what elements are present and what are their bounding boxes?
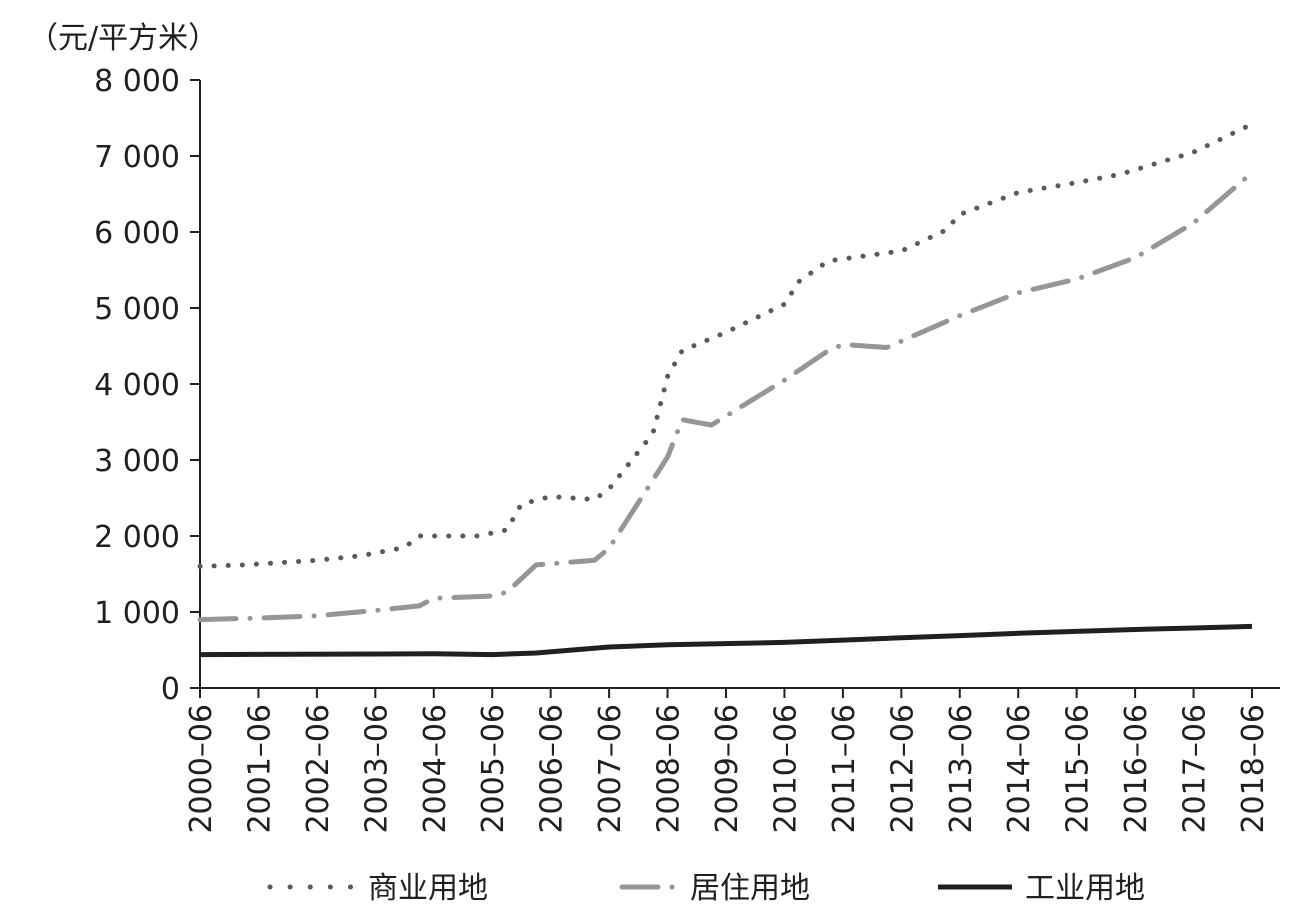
x-tick-label: 2017–06 xyxy=(1178,704,1213,834)
y-tick-label: 5 000 xyxy=(94,292,180,327)
x-tick-label: 2015–06 xyxy=(1061,704,1096,834)
x-tick-label: 2010–06 xyxy=(768,704,803,834)
y-tick-label: 7 000 xyxy=(94,140,180,175)
y-tick-label: 1 000 xyxy=(94,596,180,631)
x-tick-label: 2006–06 xyxy=(535,704,570,834)
x-tick-label: 2013–06 xyxy=(944,704,979,834)
x-tick-label: 2007–06 xyxy=(593,704,628,834)
series-line-1 xyxy=(197,121,1255,569)
x-tick-label: 2009–06 xyxy=(710,704,745,834)
x-tick-label: 2005–06 xyxy=(476,704,511,834)
x-tick-label: 2018–06 xyxy=(1236,704,1271,834)
axes: 0 1 000 2 000 3 000 4 000 5 000 6 000 7 000 8 00… xyxy=(94,64,1280,834)
series-line-2 xyxy=(197,170,1255,623)
y-tick-label: 8 000 xyxy=(94,64,180,99)
legend-label-3: 工业用地 xyxy=(1025,871,1145,906)
x-tick-label: 2012–06 xyxy=(885,704,920,834)
series-layer xyxy=(197,121,1255,658)
legend-label-1: 商业用地 xyxy=(368,871,488,906)
x-tick-label: 2008–06 xyxy=(652,704,687,834)
y-tick-label: 2 000 xyxy=(94,520,180,555)
x-tick-label: 2000–06 xyxy=(184,704,219,834)
x-tick-label: 2011–06 xyxy=(827,704,862,834)
x-tick-label: 2002–06 xyxy=(301,704,336,834)
x-tick-label: 2004–06 xyxy=(418,704,453,834)
x-tick-label: 2001–06 xyxy=(242,704,277,834)
x-tick-label: 2003–06 xyxy=(359,704,394,834)
y-tick-label: 0 xyxy=(161,672,180,707)
y-axis-unit-label: （元/平方米） xyxy=(28,21,218,56)
x-tick-label: 2014–06 xyxy=(1002,704,1037,834)
y-tick-label: 4 000 xyxy=(94,368,180,403)
x-tick-label: 2016–06 xyxy=(1119,704,1154,834)
legend-label-2: 居住用地 xyxy=(690,871,810,906)
y-tick-label: 3 000 xyxy=(94,444,180,479)
legend: 商业用地 居住用地 工业用地 xyxy=(267,871,1145,906)
y-tick-label: 6 000 xyxy=(94,216,180,251)
series-line-3 xyxy=(199,623,1253,658)
